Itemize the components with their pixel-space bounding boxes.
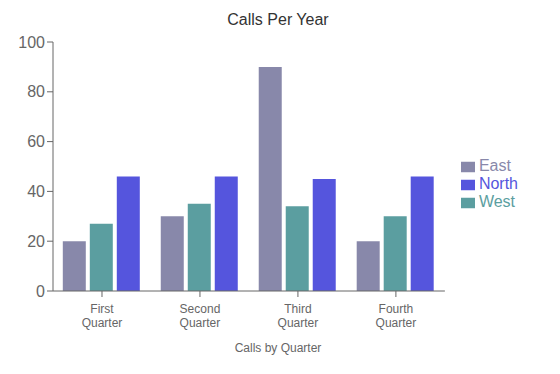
svg-text:SecondQuarter: SecondQuarter	[180, 302, 221, 330]
html-text:Calls by Quarter: Calls by Quarter	[234, 341, 322, 355]
svg-text:100: 100	[18, 34, 45, 51]
svg-text:ThirdQuarter: ThirdQuarter	[278, 302, 319, 330]
svg-text:0: 0	[36, 283, 45, 300]
svg-text:FirstQuarter: FirstQuarter	[82, 302, 123, 330]
svg-text:40: 40	[27, 183, 45, 200]
html-text:West: West	[478, 193, 515, 210]
svg-text:20: 20	[27, 233, 45, 250]
html-text:East: East	[478, 157, 511, 174]
svg-text:FourthQuarter: FourthQuarter	[376, 302, 417, 330]
svg-text:60: 60	[27, 133, 45, 150]
svg-text:80: 80	[27, 83, 45, 100]
html-text:North: North	[478, 175, 518, 192]
html-text:Calls Per Year: Calls Per Year	[227, 11, 329, 28]
